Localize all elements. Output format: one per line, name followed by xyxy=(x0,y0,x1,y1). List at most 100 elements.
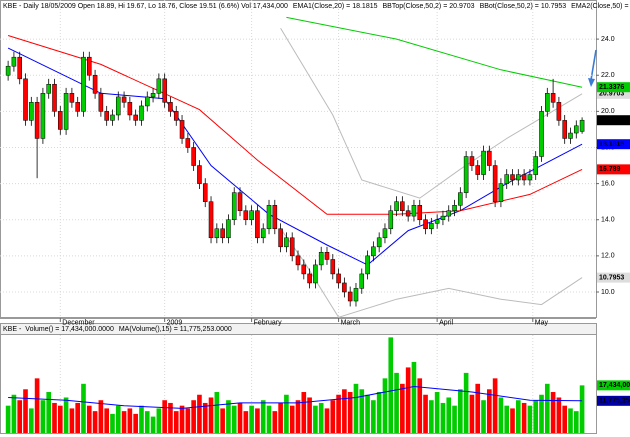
volume-bar xyxy=(568,408,573,433)
candle-body xyxy=(87,56,92,76)
volume-bar xyxy=(75,402,81,433)
candle-body xyxy=(568,132,573,139)
volume-bar xyxy=(463,372,469,433)
volume-bar xyxy=(115,405,121,433)
candle-body xyxy=(162,78,167,103)
candle-body xyxy=(475,165,481,175)
candle-body xyxy=(121,96,127,103)
y-tick-label: 10.0 xyxy=(601,289,615,296)
value-label-box xyxy=(597,82,630,93)
volume-bar xyxy=(336,394,341,433)
volume-bar xyxy=(405,367,411,433)
candle-body xyxy=(516,174,521,181)
volume-bar xyxy=(266,405,272,433)
candle-body xyxy=(510,174,515,181)
candle-body xyxy=(429,223,434,230)
value-label: 17,434,000 xyxy=(599,382,630,389)
candle-body xyxy=(434,219,440,224)
candle-body xyxy=(423,219,428,230)
volume-bar xyxy=(220,408,225,433)
volume-bar xyxy=(307,397,312,433)
volume-bar xyxy=(423,394,428,433)
volume-bar xyxy=(527,405,533,433)
volume-bar xyxy=(40,400,46,433)
candle-body xyxy=(127,102,133,116)
candle-body xyxy=(382,228,388,239)
volume-bar xyxy=(255,408,260,433)
volume-bar xyxy=(208,397,214,433)
candle-body xyxy=(353,288,359,302)
volume-bar xyxy=(289,405,295,433)
arrow-head xyxy=(588,78,595,87)
candle-body xyxy=(63,93,69,130)
candle-body xyxy=(481,150,486,175)
volume-bar xyxy=(156,408,162,433)
candle-body xyxy=(347,291,353,302)
value-label-box xyxy=(597,115,630,126)
candle-body xyxy=(52,84,57,112)
volume-bar xyxy=(359,389,365,433)
overlay-line xyxy=(286,16,583,88)
volume-bar xyxy=(429,400,434,433)
candle-body xyxy=(533,156,538,175)
candle-body xyxy=(556,102,562,121)
volume-bar xyxy=(284,394,289,433)
volume-bar xyxy=(469,394,475,433)
y-tick-label: 22.0 xyxy=(601,72,615,79)
volume-bar xyxy=(515,400,521,433)
volume-bar xyxy=(313,405,318,433)
value-label-box xyxy=(597,272,630,283)
candle-body xyxy=(446,210,452,217)
candle-body xyxy=(313,264,318,284)
candle-body xyxy=(150,93,156,98)
volume-bar xyxy=(69,408,75,433)
candle-body xyxy=(5,65,11,76)
candle-body xyxy=(46,84,51,94)
volume-bar xyxy=(562,405,568,433)
overlay-line xyxy=(280,28,583,199)
candle-body xyxy=(289,237,295,257)
volume-bar xyxy=(388,337,394,433)
candle-body xyxy=(110,114,115,121)
volume-bar xyxy=(434,392,440,433)
volume-title: KBE - xyxy=(3,326,22,333)
candle-body xyxy=(417,205,423,220)
candle-body xyxy=(139,105,144,121)
candle-body xyxy=(266,205,272,230)
value-label: 19.51 xyxy=(599,117,617,124)
legend-entry: EMA2(Close,50) = 16.789 xyxy=(571,3,630,10)
y-tick-label: 16.0 xyxy=(601,180,615,187)
volume-bar xyxy=(191,400,196,433)
candle-body xyxy=(301,264,307,275)
candle-body xyxy=(75,102,80,112)
chart-title: KBE - Daily 18/05/2009 Open 18.89, Hi 19… xyxy=(3,3,288,10)
candle-body xyxy=(278,228,283,248)
volume-bar xyxy=(98,400,104,433)
price-frame xyxy=(0,0,597,318)
y-tick-label: 20.0 xyxy=(601,108,615,115)
volume-bar xyxy=(487,389,492,433)
candle-body xyxy=(214,228,220,239)
value-label: 21.3376 xyxy=(599,84,624,91)
volume-bar xyxy=(510,408,515,433)
volume-bar xyxy=(330,400,336,433)
candle-body xyxy=(144,96,150,107)
volume-bar xyxy=(533,400,539,433)
volume-bar xyxy=(110,413,115,433)
legend-entry: BBTop(Close,50,2) = 20.9703 xyxy=(383,3,475,10)
volume-bar xyxy=(353,383,359,433)
volume-bar xyxy=(318,402,324,433)
candle-body xyxy=(255,210,260,239)
volume-bar xyxy=(185,408,191,433)
value-label-box xyxy=(597,139,630,150)
overlay-line xyxy=(7,47,583,266)
volume-bar xyxy=(133,413,138,433)
candle-body xyxy=(336,273,341,284)
value-label: 16.789 xyxy=(599,166,621,173)
volume-bar xyxy=(440,402,446,433)
candle-body xyxy=(237,192,243,211)
candle-body xyxy=(58,111,63,130)
candle-body xyxy=(173,111,179,121)
volume-bar xyxy=(272,411,278,433)
volume-ma-line xyxy=(8,385,583,409)
